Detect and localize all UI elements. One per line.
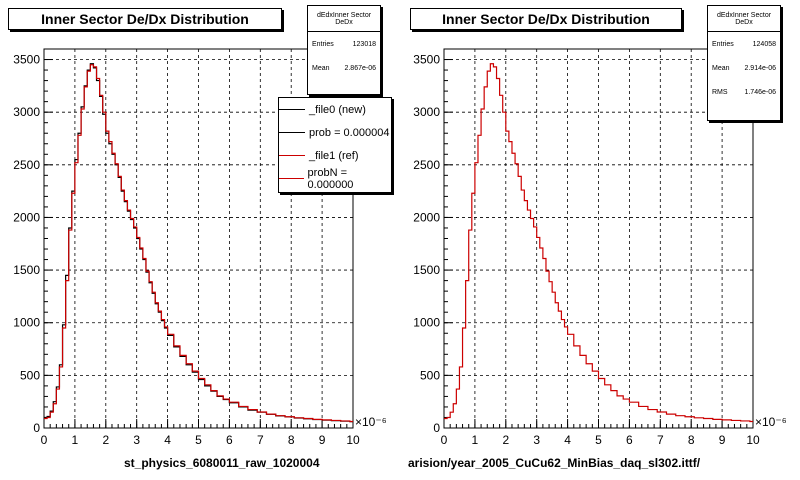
left-x-tick-label: 5 bbox=[195, 433, 202, 447]
legend-entry-prob: prob = 0.000004 bbox=[279, 121, 391, 144]
left-y-tick-label: 1500 bbox=[13, 263, 40, 277]
left-x-tick-label: 0 bbox=[41, 433, 48, 447]
stats-label: Mean bbox=[712, 64, 730, 72]
left-x-tick-label: 1 bbox=[72, 433, 79, 447]
right-y-tick-label: 0 bbox=[433, 421, 440, 435]
right-stats-row-mean: Mean 2.914e-06 bbox=[708, 56, 780, 80]
right-y-tick-label: 2000 bbox=[413, 210, 440, 224]
left-x-tick-label: 3 bbox=[133, 433, 140, 447]
left-stats-row-mean: Mean 2.867e-06 bbox=[308, 56, 380, 80]
legend-swatch bbox=[279, 155, 305, 156]
right-stats-row-rms: RMS 1.746e-06 bbox=[708, 80, 780, 104]
legend-swatch bbox=[279, 178, 304, 179]
left-stats-row-entries: Entries 123018 bbox=[308, 32, 380, 56]
left-x-tick-label: 7 bbox=[257, 433, 264, 447]
stats-label: Entries bbox=[312, 40, 334, 48]
right-x-tick-label: 5 bbox=[595, 433, 602, 447]
right-y-tick-label: 3500 bbox=[413, 53, 440, 67]
stats-label: Mean bbox=[312, 64, 330, 72]
right-x-axis-label: arision/year_2005_CuCu62_MinBias_daq_sl3… bbox=[408, 456, 701, 470]
stats-value: 124058 bbox=[752, 40, 776, 48]
right-y-tick-label: 1000 bbox=[413, 316, 440, 330]
left-x-tick-label: 6 bbox=[226, 433, 233, 447]
legend-label: prob = 0.000004 bbox=[309, 126, 390, 139]
right-stats-row-entries: Entries 124058 bbox=[708, 32, 780, 56]
left-y-tick-label: 3500 bbox=[13, 53, 40, 67]
right-plot-frame bbox=[443, 48, 754, 429]
right-x-tick-label: 2 bbox=[502, 433, 509, 447]
right-x-tick-label: 9 bbox=[719, 433, 726, 447]
legend-swatch bbox=[279, 109, 305, 110]
legend-entry-file0: _file0 (new) bbox=[279, 98, 391, 121]
left-series-1-line bbox=[44, 64, 353, 423]
right-series-0-line bbox=[444, 63, 753, 423]
right-x-tick-label: 1 bbox=[472, 433, 479, 447]
legend-entry-file1: _file1 (ref) bbox=[279, 144, 391, 167]
left-x-tick-label: 10 bbox=[346, 433, 360, 447]
left-x-tick-label: 9 bbox=[319, 433, 326, 447]
right-x-multiplier: ×10⁻⁶ bbox=[755, 415, 787, 429]
left-chart-title: Inner Sector De/Dx Distribution bbox=[8, 8, 282, 30]
left-x-tick-label: 2 bbox=[102, 433, 109, 447]
left-y-tick-label: 3000 bbox=[13, 105, 40, 119]
right-y-tick-label: 500 bbox=[420, 368, 440, 382]
right-stats-name: dEdxInner Sector DeDx bbox=[708, 6, 780, 32]
right-x-tick-label: 7 bbox=[657, 433, 664, 447]
legend-label: _file1 (ref) bbox=[309, 149, 359, 162]
right-x-tick-label: 10 bbox=[746, 433, 760, 447]
right-x-tick-label: 4 bbox=[564, 433, 571, 447]
right-x-tick-label: 6 bbox=[626, 433, 633, 447]
right-y-tick-label: 3000 bbox=[413, 105, 440, 119]
stats-value: 2.867e-06 bbox=[344, 64, 376, 72]
stats-label: Entries bbox=[712, 40, 734, 48]
right-y-tick-label: 1500 bbox=[413, 263, 440, 277]
stats-label: RMS bbox=[712, 88, 728, 96]
left-stats-box: dEdxInner Sector DeDx Entries 123018 Mea… bbox=[307, 5, 381, 95]
right-x-tick-label: 0 bbox=[441, 433, 448, 447]
left-y-tick-label: 500 bbox=[20, 368, 40, 382]
legend-entry-probn: probN = 0.000000 bbox=[279, 166, 391, 191]
right-stats-box: dEdxInner Sector DeDx Entries 124058 Mea… bbox=[707, 5, 781, 121]
right-x-tick-label: 8 bbox=[688, 433, 695, 447]
stats-value: 2.914e-06 bbox=[744, 64, 776, 72]
stats-value: 123018 bbox=[352, 40, 376, 48]
left-y-tick-label: 0 bbox=[33, 421, 40, 435]
left-x-tick-label: 4 bbox=[164, 433, 171, 447]
legend-label: probN = 0.000000 bbox=[307, 166, 354, 191]
left-y-tick-label: 1000 bbox=[13, 316, 40, 330]
right-x-tick-label: 3 bbox=[533, 433, 540, 447]
stats-value: 1.746e-06 bbox=[744, 88, 776, 96]
legend-label: _file0 (new) bbox=[309, 103, 366, 116]
left-x-tick-label: 8 bbox=[288, 433, 295, 447]
left-x-axis-label: st_physics_6080011_raw_1020004 bbox=[124, 456, 320, 470]
legend-swatch bbox=[279, 132, 305, 133]
left-legend: _file0 (new) prob = 0.000004 _file1 (ref… bbox=[278, 97, 392, 193]
left-y-tick-label: 2500 bbox=[13, 158, 40, 172]
left-y-tick-label: 2000 bbox=[13, 210, 40, 224]
left-stats-name: dEdxInner Sector DeDx bbox=[308, 6, 380, 32]
right-chart-title: Inner Sector De/Dx Distribution bbox=[410, 8, 682, 30]
right-y-tick-label: 2500 bbox=[413, 158, 440, 172]
left-x-multiplier: ×10⁻⁶ bbox=[355, 415, 387, 429]
